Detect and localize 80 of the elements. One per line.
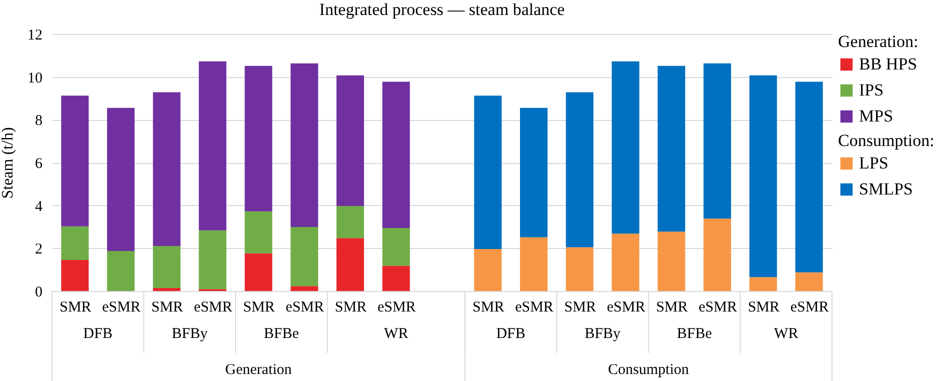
x-tick-label: eSMR [698, 300, 737, 316]
text: WR [384, 326, 408, 342]
x-tick-label: SMR [151, 300, 184, 316]
bar [749, 277, 777, 291]
x-tick-label: eSMR [606, 300, 646, 316]
y-tick-label: 12 [28, 28, 42, 44]
bar [520, 108, 548, 238]
text: DFB [496, 326, 526, 342]
bar [795, 82, 823, 272]
bar [198, 230, 226, 290]
x-tick-label: SMR [60, 300, 92, 316]
bar [336, 206, 364, 238]
bar [795, 272, 823, 291]
y-tick-label: 4 [35, 198, 43, 215]
text: Consumption: [838, 131, 934, 150]
bar [290, 63, 318, 227]
bar [336, 238, 364, 291]
text: BFBe [264, 326, 300, 342]
x-tick-label: SMR [472, 300, 504, 316]
bar [336, 75, 364, 206]
bar [566, 247, 594, 291]
bar [61, 260, 89, 291]
legend-label: BB HPS [859, 54, 918, 74]
bar [61, 96, 89, 226]
bar [474, 96, 502, 250]
bar [612, 61, 640, 234]
bar [61, 226, 89, 260]
legend-label: SMLPS [859, 180, 913, 198]
x-tick-label: eSMR [377, 300, 416, 316]
text: DFB [83, 326, 112, 342]
x-tick-label: eSMR [102, 300, 140, 316]
y-tick-label: 8 [35, 113, 42, 130]
x-tick-label: SMR [748, 300, 780, 316]
bar [704, 63, 732, 219]
legend-label: IPS [859, 80, 884, 100]
x-tick-label: eSMR [515, 300, 554, 316]
text: WR [774, 326, 798, 342]
bar [290, 286, 318, 291]
bar [566, 92, 594, 248]
bar [658, 232, 686, 291]
text: BFBy [584, 326, 622, 342]
bar [152, 288, 180, 291]
x-tick-label: SMR [656, 300, 688, 316]
text: Generation [225, 362, 292, 378]
bar [704, 218, 732, 291]
bar [290, 226, 318, 286]
bar [152, 92, 180, 246]
bar [152, 246, 180, 288]
x-tick-label: SMR [243, 300, 275, 316]
chart-title: Integrated process — steam balance [319, 0, 565, 19]
bar [474, 249, 502, 291]
text: Generation: [838, 32, 918, 51]
y-axis-title: Steam (t/h) [0, 127, 16, 199]
text: BFBy [172, 326, 208, 342]
bar [658, 66, 686, 232]
bar [107, 250, 135, 291]
x-tick-label: SMR [334, 300, 367, 316]
bar [749, 75, 777, 278]
x-tick-label: eSMR [194, 300, 232, 316]
y-tick-label: 0 [35, 284, 42, 300]
text: BFBe [676, 326, 712, 342]
bar [244, 66, 272, 212]
legend-label: MPS [859, 106, 894, 126]
bar [107, 108, 135, 251]
y-tick-label: 10 [28, 70, 42, 86]
bar [520, 237, 548, 291]
y-tick-label: 6 [35, 156, 43, 172]
bar [244, 211, 272, 254]
bar [612, 234, 640, 291]
text: Consumption [608, 362, 690, 378]
bar [198, 61, 226, 230]
bar [382, 82, 410, 228]
y-tick-label: 2 [35, 242, 42, 258]
x-tick-label: eSMR [790, 300, 829, 316]
bar [382, 228, 410, 266]
bar [382, 266, 410, 291]
x-tick-label: SMR [564, 300, 596, 316]
legend-label: LPS [859, 154, 888, 172]
bar [244, 253, 272, 291]
x-tick-label: eSMR [286, 300, 324, 316]
